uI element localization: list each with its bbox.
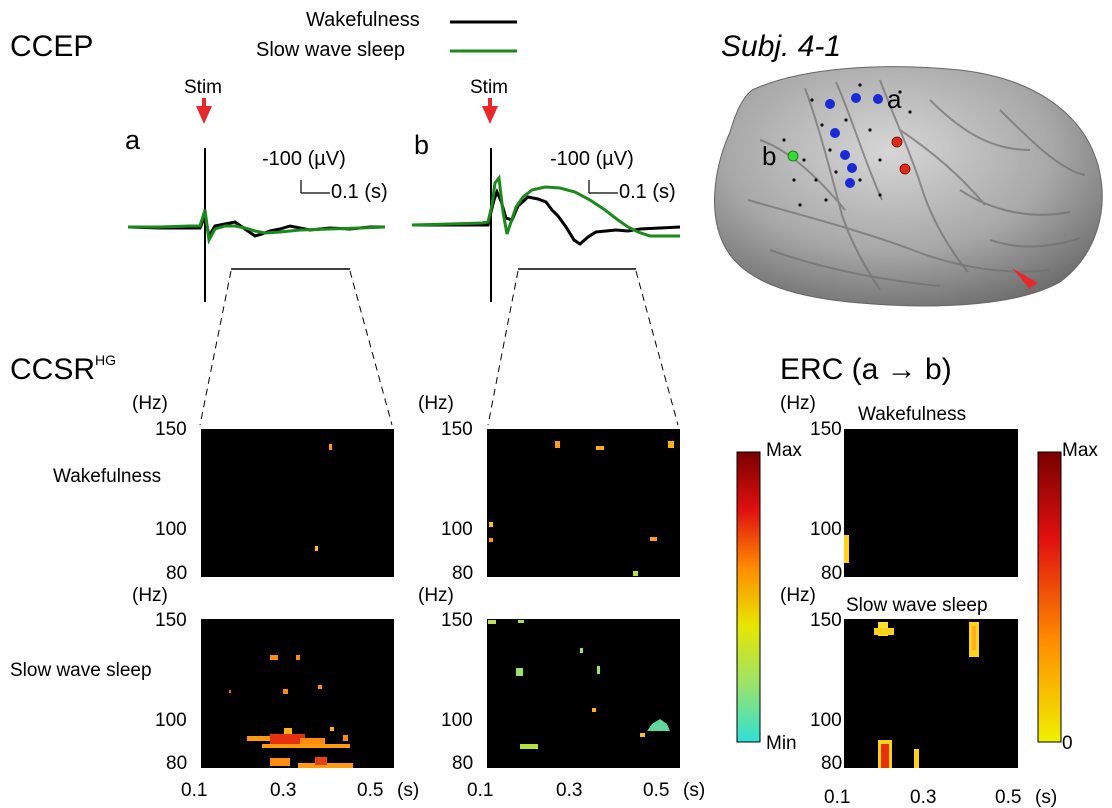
scale-time-b: 0.1 (s) <box>619 181 676 203</box>
spectrogram-ccsr-sws-b <box>487 619 680 768</box>
brain-surface-image <box>714 66 1103 307</box>
ccep-trace-b <box>411 148 681 302</box>
erc-row-label-wakefulness: Wakefulness <box>858 404 967 425</box>
y-tick-80: 80 <box>821 563 843 584</box>
erc-title: ERC (a → b) <box>780 353 952 386</box>
x-tick-0.1: 0.1 <box>824 787 851 808</box>
y-tick-100: 100 <box>441 519 473 540</box>
x-tick-0.3: 0.3 <box>556 780 583 801</box>
electrode-label-b: b <box>762 141 777 171</box>
row-label-sws: Slow wave sleep <box>10 660 152 681</box>
hz-unit-label: (Hz) <box>418 393 454 414</box>
spectrogram-ccsr-sws-a <box>201 619 394 768</box>
hz-unit-label: (Hz) <box>132 393 168 414</box>
scale-amp-b: -100 (µV) <box>550 148 634 170</box>
spectrogram-ccsr-wake-a <box>201 429 394 577</box>
x-tick-0.1: 0.1 <box>181 780 208 801</box>
colorbar-ccsr <box>736 451 761 743</box>
x-unit-label: (s) <box>397 780 420 801</box>
panel-letter-a: a <box>125 125 141 155</box>
y-tick-150: 150 <box>441 419 473 440</box>
spectrogram-ccsr-wake-b <box>487 429 680 577</box>
hz-unit-label: (Hz) <box>780 585 816 606</box>
ccep-trace-a <box>127 148 386 302</box>
y-tick-150: 150 <box>155 419 187 440</box>
y-tick-150: 150 <box>810 610 842 631</box>
x-tick-0.5: 0.5 <box>643 780 670 801</box>
hz-unit-label: (Hz) <box>132 585 168 606</box>
ccsr-superscript: HG <box>95 352 117 368</box>
stim-arrow-icon <box>482 98 498 124</box>
zoom-guide-lines <box>199 270 679 426</box>
y-tick-150: 150 <box>441 610 473 631</box>
orientation-arrow-icon <box>1012 268 1038 294</box>
electrode-green <box>787 150 799 162</box>
stim-label-a: Stim <box>184 77 222 98</box>
y-tick-80: 80 <box>452 753 474 774</box>
ccsr-title: CCSRHG <box>10 352 117 386</box>
x-tick-0.1: 0.1 <box>467 780 494 801</box>
spectrogram-erc-wake <box>844 429 1018 577</box>
colorbar-min-label: 0 <box>1062 733 1073 754</box>
legend-label-sws: Slow wave sleep <box>256 39 405 61</box>
x-tick-0.5: 0.5 <box>357 780 384 801</box>
y-tick-80: 80 <box>452 563 474 584</box>
hz-unit-label: (Hz) <box>418 585 454 606</box>
y-tick-150: 150 <box>155 610 187 631</box>
y-tick-150: 150 <box>810 419 842 440</box>
y-tick-100: 100 <box>810 519 842 540</box>
y-tick-100: 100 <box>155 710 187 731</box>
stim-label-b: Stim <box>470 77 508 98</box>
ccep-title: CCEP <box>10 30 94 63</box>
colorbar-max-label: Max <box>766 440 802 461</box>
y-tick-80: 80 <box>166 753 188 774</box>
hz-unit-label: (Hz) <box>780 393 816 414</box>
y-tick-80: 80 <box>821 753 843 774</box>
y-tick-80: 80 <box>166 563 188 584</box>
scale-amp-a: -100 (µV) <box>262 148 346 170</box>
erc-row-label-sws: Slow wave sleep <box>846 595 988 616</box>
x-unit-label: (s) <box>1035 787 1058 808</box>
spectrogram-erc-sws <box>844 619 1018 768</box>
electrode-red <box>891 136 911 175</box>
y-tick-100: 100 <box>441 710 473 731</box>
x-tick-0.5: 0.5 <box>995 787 1022 808</box>
y-tick-100: 100 <box>810 710 842 731</box>
x-unit-label: (s) <box>683 780 706 801</box>
x-tick-0.3: 0.3 <box>270 780 297 801</box>
colorbar-min-label: Min <box>766 733 797 754</box>
colorbar-max-label: Max <box>1062 440 1098 461</box>
y-tick-100: 100 <box>155 519 187 540</box>
legend-label-wakefulness: Wakefulness <box>306 9 420 31</box>
panel-letter-b: b <box>414 130 430 160</box>
scale-time-a: 0.1 (s) <box>331 181 388 203</box>
subject-label: Subj. 4-1 <box>721 30 842 63</box>
electrode-label-a: a <box>887 84 902 114</box>
stim-arrow-icon <box>196 98 212 124</box>
x-tick-0.3: 0.3 <box>910 787 937 808</box>
colorbar-erc <box>1037 451 1062 743</box>
electrode-blue <box>825 93 883 188</box>
row-label-wakefulness: Wakefulness <box>53 466 162 487</box>
